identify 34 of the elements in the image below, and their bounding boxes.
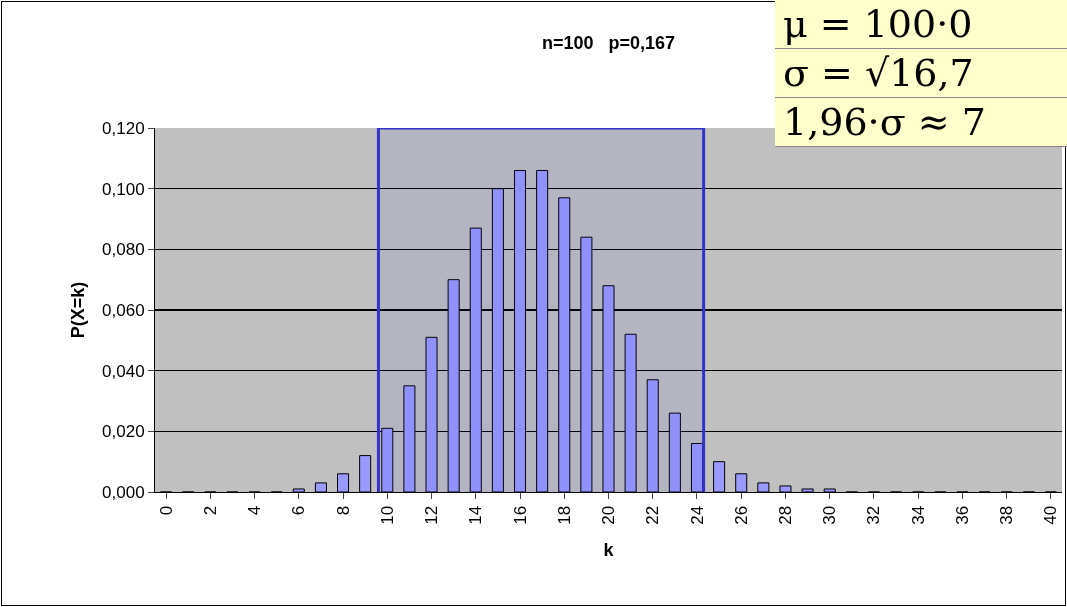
y-tick-label: 0,040: [102, 361, 145, 381]
text: μ = 100·0: [775, 0, 1067, 49]
y-tick-label: 0,060: [102, 300, 145, 320]
y-tick-label: 0,000: [102, 482, 145, 502]
x-tick-label: 16: [510, 505, 530, 525]
x-tick-label: 10: [377, 505, 397, 525]
text: σ = √16,7: [775, 49, 1067, 98]
x-tick-label: 12: [422, 505, 442, 525]
x-tick-label: 28: [776, 505, 796, 525]
x-tick-label: 40: [1041, 505, 1061, 525]
y-tick-label: 0,020: [102, 422, 145, 442]
x-tick-label: 22: [643, 505, 663, 525]
x-tick-label: 14: [466, 505, 486, 525]
y-tick-label: 0,100: [102, 179, 145, 199]
x-tick-label: 36: [952, 505, 972, 525]
x-tick-label: 30: [820, 505, 840, 525]
y-tick-label: 0,120: [102, 118, 145, 138]
x-tick-label: 26: [731, 505, 751, 525]
x-tick-label: 6: [289, 505, 309, 516]
x-tick-label: 4: [245, 505, 265, 516]
x-tick-label: 38: [997, 505, 1017, 525]
x-axis-title: k: [603, 540, 615, 560]
x-tick-label: 24: [687, 505, 707, 525]
x-tick-label: 2: [200, 505, 220, 516]
annotation: 1,96·σ ≈ 7: [775, 98, 1067, 147]
x-tick-label: 0: [156, 505, 176, 516]
x-tick-label: 8: [333, 505, 353, 516]
x-tick-label: 32: [864, 505, 884, 525]
chart-title: n=100 p=0,167: [541, 32, 676, 53]
y-axis-title: P(X=k): [68, 281, 89, 339]
x-tick-label: 20: [599, 505, 619, 525]
y-tick-label: 0,080: [102, 240, 145, 260]
x-tick-label: 34: [908, 505, 928, 525]
x-tick-label: 18: [554, 505, 574, 525]
